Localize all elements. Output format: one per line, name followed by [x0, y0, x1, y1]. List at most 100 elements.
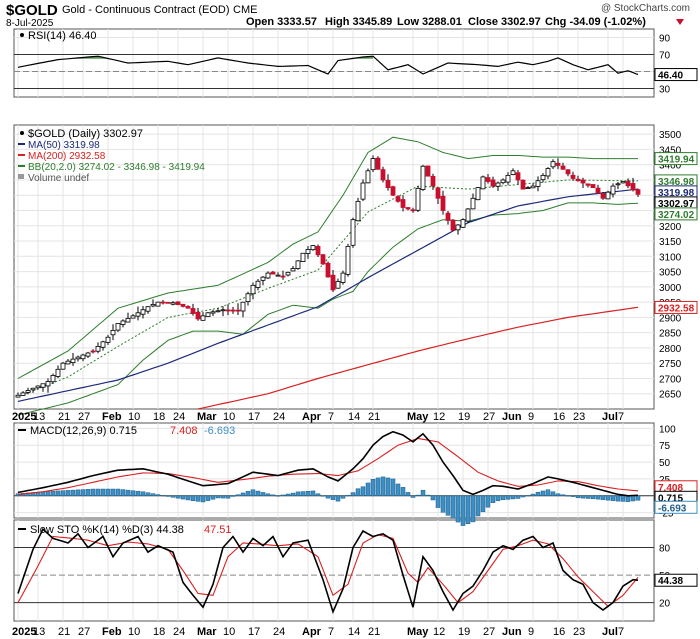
candle-body: [560, 165, 566, 170]
candle-body: [280, 275, 286, 278]
price-candle: [135, 306, 141, 321]
candle-body: [145, 306, 151, 312]
x-axis-label: Mar: [197, 411, 217, 423]
sto-panel: [13, 519, 655, 622]
macd-histogram-bar: [510, 495, 516, 500]
candle-body: [15, 394, 21, 398]
candle-body: [590, 184, 596, 189]
macd-hist-tag: -6.693: [654, 500, 698, 514]
candle-body: [465, 208, 471, 222]
candle-body: [95, 345, 101, 352]
price-candle: [420, 164, 426, 191]
x-axis-label: 24: [173, 411, 185, 423]
price-candle: [255, 279, 261, 291]
macd-histogram-bar: [585, 495, 591, 499]
candle-body: [360, 182, 366, 200]
price-candle: [70, 352, 76, 366]
macd-histogram-bar: [90, 488, 96, 497]
price-candle: [35, 385, 41, 390]
macd-histogram-bar: [360, 486, 366, 497]
macd-histogram-bar: [110, 488, 116, 497]
candle-body: [290, 268, 296, 272]
macd-histogram-bar: [245, 491, 251, 497]
macd-histogram-bar: [580, 495, 586, 499]
candle-body: [165, 301, 171, 304]
bb-lower-line: [17, 202, 639, 416]
x-axis-label: 27: [483, 411, 495, 423]
x-axis-label: 23: [573, 411, 585, 423]
price-candle: [605, 190, 611, 200]
candle-body: [520, 179, 526, 190]
macd-histogram-bar: [610, 495, 616, 501]
x-axis-label: 18: [153, 411, 165, 423]
macd-histogram-bar: [115, 488, 121, 497]
candle-body: [20, 392, 26, 396]
price-candle: [220, 306, 226, 317]
macd-value-tag-text: 0.715: [658, 493, 683, 504]
price-candle: [55, 365, 61, 379]
macd-histogram-bar: [595, 495, 601, 500]
close-value: Close 3302.97: [468, 16, 541, 28]
macd-histogram-bar: [255, 490, 261, 497]
macd-histogram-bar: [475, 495, 481, 517]
candle-body: [400, 199, 406, 208]
macd-histogram-bar: [100, 488, 106, 497]
price-candle: [205, 311, 211, 317]
macd-histogram-bar: [480, 495, 486, 513]
open-value: Open 3333.57: [246, 16, 317, 28]
candle-body: [415, 187, 421, 211]
candle-body: [150, 304, 156, 307]
price-tick-label: 3050: [659, 268, 682, 279]
rsi-title: RSI(14) 46.40: [28, 30, 96, 42]
macd-histogram-bar: [365, 482, 371, 497]
sto-tick-label: 20: [659, 599, 671, 610]
candle-body: [120, 320, 126, 325]
macd-histogram-bar: [425, 494, 431, 497]
macd-histogram-bar: [340, 495, 346, 499]
price-tick-label: 2800: [659, 344, 682, 355]
candle-body: [125, 318, 131, 323]
candle-body: [25, 390, 31, 393]
price-candle: [50, 373, 56, 384]
price-candle: [280, 270, 286, 280]
candle-body: [155, 301, 161, 307]
candle-body: [585, 183, 591, 186]
candle-body: [555, 162, 561, 166]
macd-histogram-bar: [150, 493, 156, 497]
price-candle: [90, 349, 96, 354]
candle-body: [545, 168, 551, 177]
price-candle: [440, 190, 446, 215]
price-tag-bb-text: 3346.98: [658, 177, 695, 188]
candle-body: [500, 179, 506, 184]
macd-tick-label: -25: [659, 509, 674, 520]
macd-histogram-bar: [440, 495, 446, 513]
x-axis-label: 16: [553, 626, 565, 638]
candle-body: [340, 272, 346, 283]
macd-histogram-bar: [505, 495, 511, 500]
bb-legend-item: BB(20,2.0) 3274.02 - 3346.98 - 3419.94: [28, 162, 205, 173]
price-candle: [190, 303, 196, 316]
price-candle: [275, 272, 281, 277]
price-candle: [100, 340, 106, 351]
candle-body: [350, 219, 356, 246]
macd-histogram-bar: [85, 489, 91, 497]
macd-histogram-bar: [160, 495, 166, 497]
price-candle: [545, 167, 551, 180]
price-candle: [620, 181, 626, 184]
price-candle: [155, 301, 161, 307]
price-tick-label: 3450: [659, 145, 682, 156]
price-tag-bb: 3419.94: [654, 152, 698, 166]
candle-body: [405, 207, 411, 210]
candle-body: [135, 312, 141, 317]
price-candle: [525, 186, 531, 190]
price-candle: [470, 193, 476, 210]
price-candle: [210, 309, 216, 316]
sto-last-tag: 44.38: [654, 573, 698, 587]
rsi-last-tag-box: [654, 68, 698, 82]
macd-histogram-bar: [75, 489, 81, 497]
axis-layer: 9070503046.40350034503400335033003250320…: [12, 34, 698, 638]
price-candle: [45, 378, 51, 393]
macd-histogram-bar: [430, 495, 436, 501]
down-arrow-icon: [676, 19, 684, 25]
macd-histogram-bar: [400, 487, 406, 497]
